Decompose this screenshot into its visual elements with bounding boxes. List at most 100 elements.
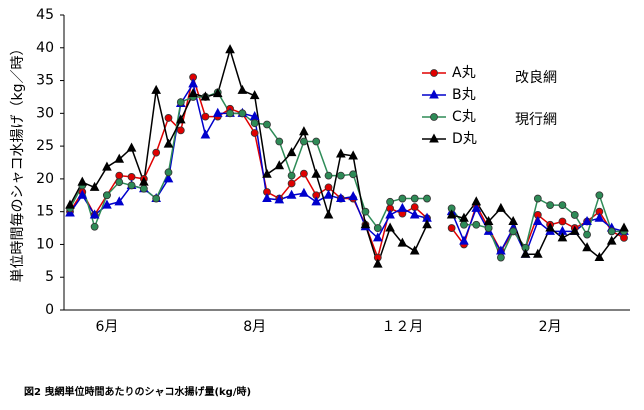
legend-group: 現行網 <box>515 112 557 128</box>
marker <box>594 251 605 262</box>
marker <box>423 194 431 203</box>
marker <box>249 90 260 100</box>
marker <box>583 230 591 239</box>
y-tick-label: 10 <box>36 236 54 252</box>
marker <box>582 242 592 252</box>
marker <box>139 176 149 186</box>
y-tick-label: 20 <box>36 171 54 187</box>
marker <box>397 202 408 212</box>
marker <box>139 184 148 193</box>
marker <box>546 201 555 210</box>
marker <box>311 168 322 178</box>
marker <box>176 98 185 107</box>
marker <box>569 225 580 235</box>
marker <box>299 126 309 136</box>
marker <box>188 88 198 98</box>
marker <box>508 215 519 225</box>
marker <box>323 189 334 199</box>
marker <box>102 161 112 171</box>
y-tick-label: 30 <box>36 105 54 121</box>
marker <box>385 209 395 219</box>
marker <box>300 137 308 146</box>
marker <box>226 109 234 118</box>
marker <box>114 153 125 163</box>
marker <box>532 248 543 258</box>
marker <box>188 78 198 88</box>
y-tick-label: 40 <box>36 40 54 56</box>
marker <box>348 191 358 201</box>
marker <box>286 147 297 157</box>
marker <box>127 181 136 190</box>
marker <box>557 232 568 242</box>
marker <box>274 194 285 204</box>
y-tick-label: 0 <box>45 302 54 318</box>
marker <box>533 194 542 203</box>
marker <box>483 215 494 225</box>
marker <box>212 88 223 98</box>
marker <box>349 170 358 179</box>
legend-label: A丸 <box>452 65 476 81</box>
marker <box>386 197 394 206</box>
marker <box>225 44 235 54</box>
legend-marker <box>429 89 439 99</box>
marker <box>532 215 543 225</box>
marker <box>496 202 506 212</box>
marker <box>410 194 419 203</box>
marker <box>607 227 616 236</box>
marker <box>361 207 370 216</box>
marker <box>348 150 358 160</box>
legend-marker <box>429 133 439 143</box>
y-tick-label: 25 <box>36 138 54 154</box>
marker <box>238 109 247 118</box>
marker <box>201 112 210 121</box>
marker <box>324 171 333 180</box>
legend-label: B丸 <box>452 87 476 103</box>
marker <box>287 179 296 188</box>
marker <box>459 235 469 245</box>
marker <box>447 224 456 232</box>
marker <box>103 191 111 200</box>
marker <box>471 196 482 206</box>
marker <box>472 220 481 229</box>
marker <box>65 199 75 209</box>
legend-group: 改良網 <box>515 70 557 86</box>
marker <box>558 201 567 210</box>
marker <box>163 173 174 183</box>
marker <box>152 194 161 203</box>
marker <box>594 212 605 222</box>
marker <box>471 202 482 212</box>
series-line <box>69 74 625 261</box>
marker <box>89 209 100 219</box>
marker <box>274 160 285 170</box>
legend-label: C丸 <box>452 109 476 125</box>
marker <box>263 120 271 129</box>
marker <box>77 189 88 199</box>
marker <box>163 138 174 148</box>
marker <box>175 114 186 124</box>
marker <box>90 222 99 231</box>
marker <box>299 187 309 197</box>
marker <box>409 245 420 255</box>
marker <box>311 196 322 206</box>
x-tick-label: 2月 <box>539 319 562 335</box>
marker <box>287 171 296 180</box>
marker <box>336 171 345 180</box>
marker <box>496 253 505 262</box>
marker <box>312 137 321 146</box>
marker <box>237 84 248 94</box>
marker <box>385 222 395 232</box>
marker <box>262 192 272 203</box>
x-tick-label: 6月 <box>95 319 118 335</box>
marker <box>372 258 383 268</box>
marker <box>176 126 185 135</box>
marker <box>114 196 125 206</box>
marker <box>570 211 579 219</box>
marker <box>520 248 531 258</box>
marker <box>372 232 383 242</box>
marker <box>422 219 432 229</box>
marker <box>459 212 469 222</box>
marker <box>102 199 112 209</box>
marker <box>250 129 259 137</box>
marker <box>262 168 272 178</box>
